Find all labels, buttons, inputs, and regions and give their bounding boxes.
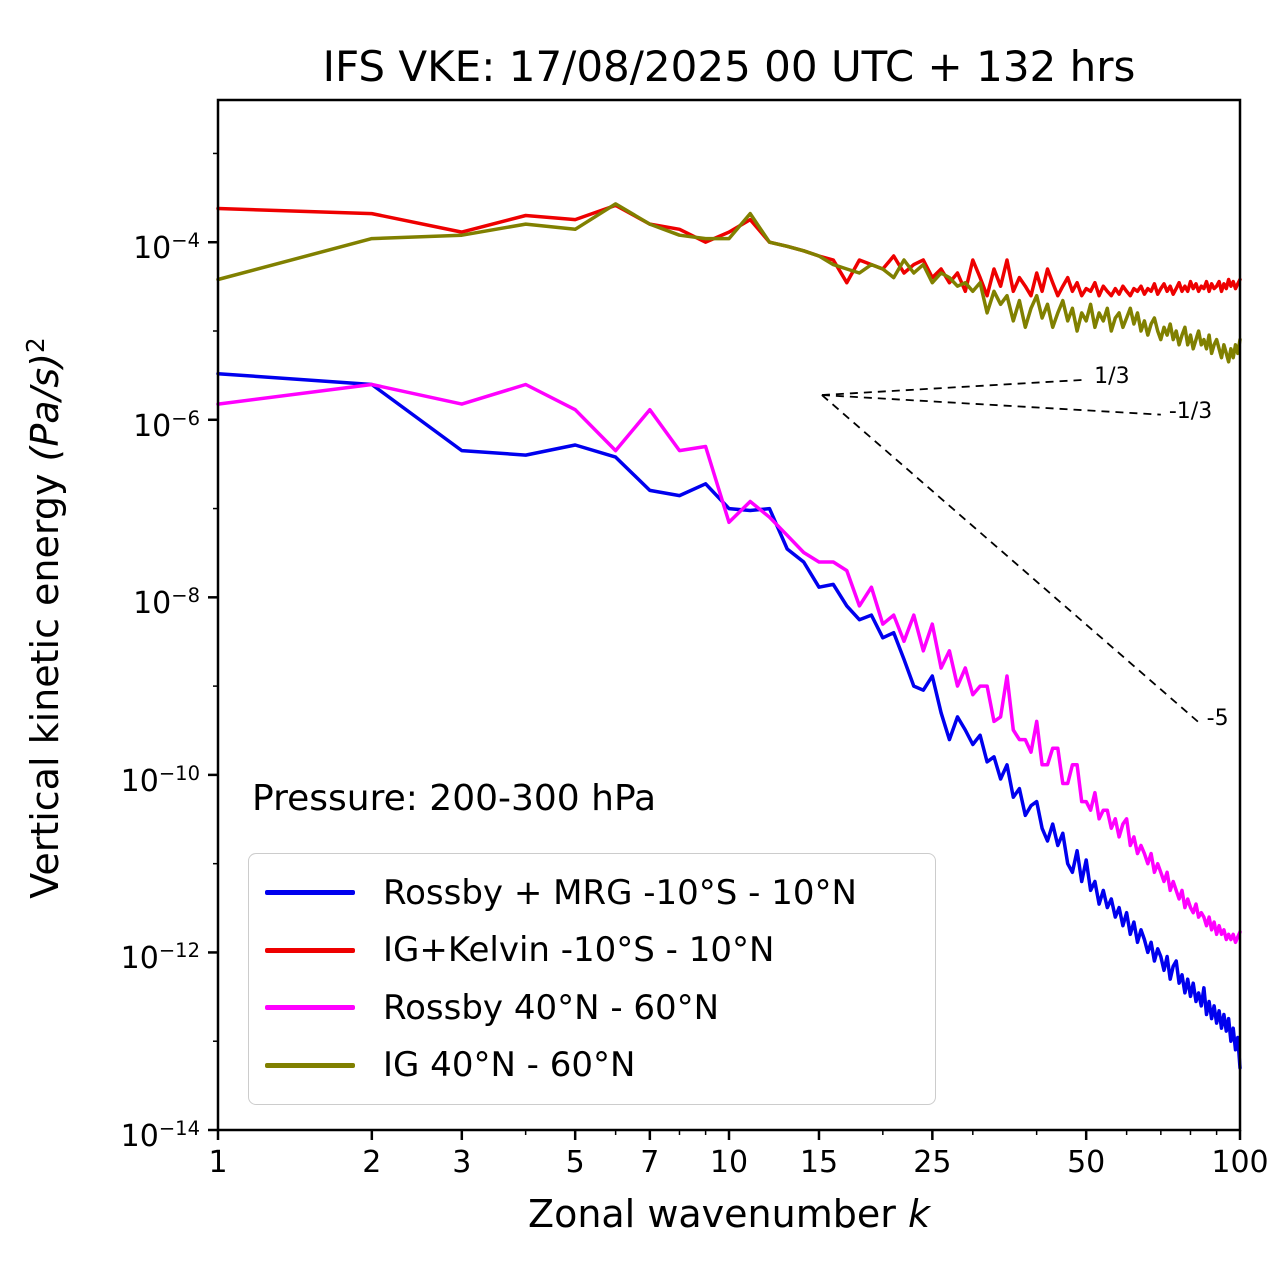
series-line-2 xyxy=(216,382,1242,945)
ref-slope-label: 1/3 xyxy=(1094,363,1130,389)
ref-slope-line-1 xyxy=(821,394,1161,416)
x-tick-label: 100 xyxy=(1211,1145,1269,1180)
series-line-3 xyxy=(216,202,1242,364)
y-tick-label: 10−6 xyxy=(133,406,200,444)
x-tick-label: 7 xyxy=(640,1145,660,1180)
y-axis-label-text: Vertical kinetic energy xyxy=(22,461,67,899)
legend-line-swatch-rossby-mrg-tropics xyxy=(265,890,355,896)
x-axis-label-text: Zonal wavenumber xyxy=(528,1192,908,1236)
x-tick-label: 25 xyxy=(913,1145,952,1180)
legend-entry: IG 40°N - 60°N xyxy=(249,1038,935,1092)
legend: Rossby + MRG -10°S - 10°N IG+Kelvin -10°… xyxy=(248,853,936,1105)
x-tick-label: 2 xyxy=(362,1145,382,1180)
ref-slope-line-2 xyxy=(821,394,1200,723)
y-tick-label: 10−14 xyxy=(120,1117,200,1154)
x-tick-label: 15 xyxy=(799,1145,839,1180)
x-axis-label-symbol: k xyxy=(907,1192,930,1236)
y-axis-label-units: (Pa/s) xyxy=(22,353,67,462)
x-axis-label: Zonal wavenumber k xyxy=(218,1192,1240,1236)
y-tick-label: 10−12 xyxy=(120,939,200,977)
legend-entry: IG+Kelvin -10°S - 10°N xyxy=(249,923,935,977)
series-line-1 xyxy=(216,203,1242,298)
chart-title: IFS VKE: 17/08/2025 00 UTC + 132 hrs xyxy=(322,42,1136,91)
y-tick-label: 10−8 xyxy=(133,584,200,622)
y-tick-label: 10−4 xyxy=(133,229,200,267)
y-tick-label: 10−10 xyxy=(120,761,200,799)
ref-slope-line-0 xyxy=(821,378,1087,396)
series-line-0 xyxy=(216,371,1242,1070)
legend-label: IG+Kelvin -10°S - 10°N xyxy=(383,930,775,971)
x-tick-label: 1 xyxy=(208,1145,228,1180)
legend-line-swatch-rossby-midlat xyxy=(265,1005,355,1011)
x-tick-label: 50 xyxy=(1067,1145,1106,1180)
legend-label: Rossby + MRG -10°S - 10°N xyxy=(383,872,857,913)
legend-entry: Rossby 40°N - 60°N xyxy=(249,981,935,1035)
x-tick-label: 5 xyxy=(565,1145,585,1180)
legend-label: IG 40°N - 60°N xyxy=(383,1045,636,1086)
ref-slope-label: -5 xyxy=(1206,706,1229,732)
legend-entry: Rossby + MRG -10°S - 10°N xyxy=(249,866,935,920)
legend-line-swatch-ig-midlat xyxy=(265,1062,355,1068)
ref-slope-label: -1/3 xyxy=(1168,398,1213,424)
y-axis-label-exponent: 2 xyxy=(21,337,51,353)
legend-line-swatch-ig-kelvin-tropics xyxy=(265,947,355,953)
x-tick-label: 10 xyxy=(709,1145,749,1180)
pressure-annotation: Pressure: 200-300 hPa xyxy=(252,778,657,819)
y-axis-label: Vertical kinetic energy (Pa/s)2 xyxy=(21,268,67,968)
x-tick-label: 3 xyxy=(452,1145,472,1180)
legend-label: Rossby 40°N - 60°N xyxy=(383,987,720,1028)
